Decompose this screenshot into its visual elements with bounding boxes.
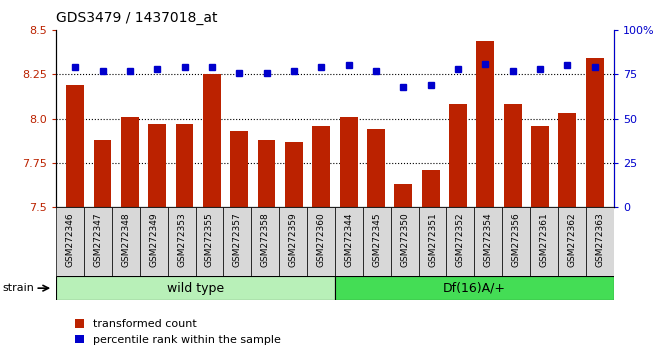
Text: GSM272360: GSM272360 <box>317 213 325 267</box>
Bar <box>586 207 614 276</box>
Text: GSM272351: GSM272351 <box>428 213 437 267</box>
Text: GSM272355: GSM272355 <box>205 213 214 267</box>
Bar <box>112 207 140 276</box>
Bar <box>531 126 549 207</box>
Bar <box>203 74 221 207</box>
Text: GSM272354: GSM272354 <box>484 213 493 267</box>
Bar <box>223 207 251 276</box>
Bar <box>504 104 521 207</box>
Bar <box>449 104 467 207</box>
Bar <box>335 276 614 300</box>
Bar <box>94 140 112 207</box>
Bar <box>422 170 440 207</box>
Text: GSM272349: GSM272349 <box>149 213 158 267</box>
Bar <box>530 207 558 276</box>
Text: GSM272345: GSM272345 <box>372 213 381 267</box>
Bar <box>285 142 303 207</box>
Bar <box>56 207 84 276</box>
Bar <box>251 207 279 276</box>
Text: GSM272363: GSM272363 <box>595 213 605 267</box>
Bar <box>447 207 475 276</box>
Bar <box>363 207 391 276</box>
Bar <box>257 140 275 207</box>
Bar <box>307 207 335 276</box>
Text: GSM272357: GSM272357 <box>233 213 242 267</box>
Text: GDS3479 / 1437018_at: GDS3479 / 1437018_at <box>56 11 218 25</box>
Bar <box>176 124 193 207</box>
Legend: transformed count, percentile rank within the sample: transformed count, percentile rank withi… <box>75 319 280 345</box>
Bar <box>279 207 307 276</box>
Bar <box>335 207 363 276</box>
Bar <box>148 124 166 207</box>
Text: GSM272356: GSM272356 <box>512 213 521 267</box>
Text: GSM272347: GSM272347 <box>94 213 102 267</box>
Bar <box>477 41 494 207</box>
Bar <box>168 207 195 276</box>
Text: GSM272359: GSM272359 <box>288 213 298 267</box>
Text: Df(16)A/+: Df(16)A/+ <box>443 282 506 295</box>
Bar <box>230 131 248 207</box>
Text: GSM272362: GSM272362 <box>568 213 576 267</box>
Text: GSM272352: GSM272352 <box>456 213 465 267</box>
Text: GSM272353: GSM272353 <box>177 213 186 267</box>
Text: GSM272346: GSM272346 <box>65 213 75 267</box>
Text: GSM272348: GSM272348 <box>121 213 130 267</box>
Text: GSM272344: GSM272344 <box>345 213 353 267</box>
Text: GSM272358: GSM272358 <box>261 213 270 267</box>
Bar <box>586 58 603 207</box>
Text: GSM272361: GSM272361 <box>540 213 548 267</box>
Bar <box>67 85 84 207</box>
Bar <box>195 207 223 276</box>
Bar <box>84 207 112 276</box>
Bar <box>312 126 330 207</box>
Text: wild type: wild type <box>167 282 224 295</box>
Bar <box>56 276 335 300</box>
Bar <box>502 207 530 276</box>
Bar <box>367 129 385 207</box>
Bar <box>391 207 418 276</box>
Bar <box>340 117 358 207</box>
Text: strain: strain <box>2 283 34 293</box>
Bar <box>418 207 446 276</box>
Bar <box>558 207 586 276</box>
Bar <box>140 207 168 276</box>
Bar <box>558 113 576 207</box>
Text: GSM272350: GSM272350 <box>400 213 409 267</box>
Bar <box>395 184 412 207</box>
Bar <box>475 207 502 276</box>
Bar <box>121 117 139 207</box>
